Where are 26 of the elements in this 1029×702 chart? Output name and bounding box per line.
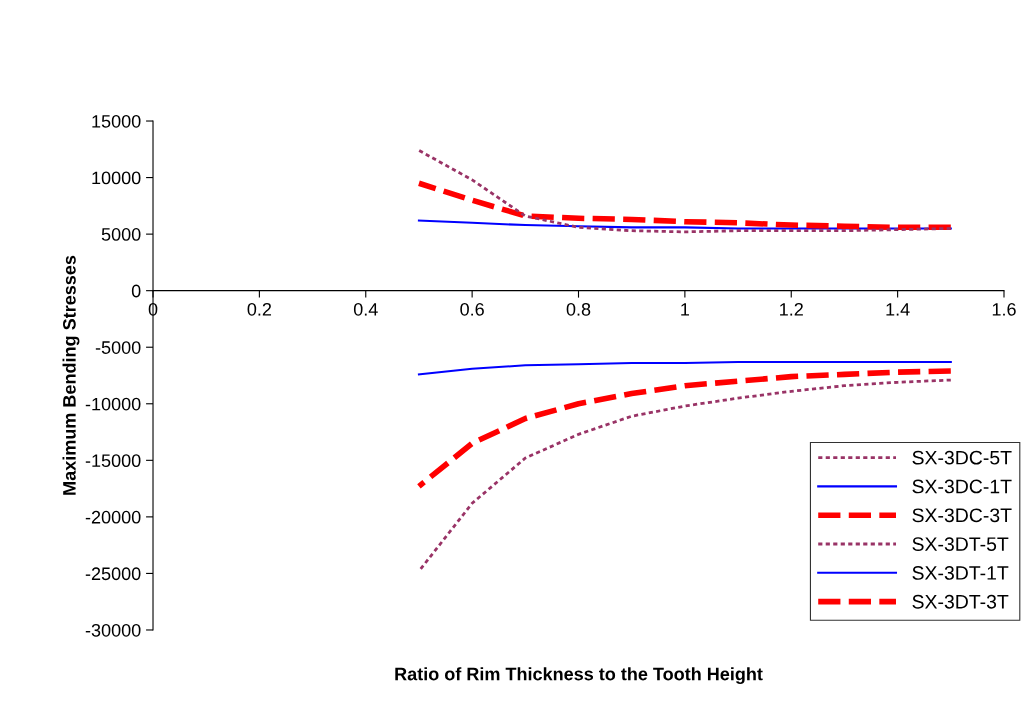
y-tick-label: 0 [131, 284, 141, 298]
y-tick-label: -25000 [85, 567, 141, 581]
x-tick-label: 0.4 [353, 302, 378, 316]
y-tick-label: 5000 [101, 228, 141, 241]
x-tick-label: 1.6 [992, 302, 1016, 316]
x-tick-label: 1 [681, 303, 690, 316]
legend-label: SX-3DC-3T [912, 508, 1012, 523]
x-tick-label: 1.2 [780, 302, 803, 316]
y-tick-label: -10000 [85, 397, 141, 411]
x-axis-title: Ratio of Rim Thickness to the Tooth Height [395, 667, 763, 685]
y-tick-label: 10000 [92, 171, 141, 185]
x-tick-label: 0.6 [460, 302, 484, 316]
y-tick-label: -20000 [85, 510, 141, 524]
x-tick-label: 1.4 [886, 303, 910, 316]
legend-label: SX-3DC-5T [912, 450, 1012, 465]
y-tick-label: 15000 [92, 114, 141, 128]
y-axis-title: Maximum Bending Stresses [62, 255, 80, 495]
x-tick-label: 0.8 [566, 302, 591, 316]
legend-label: SX-3DT-5T [912, 537, 1009, 551]
legend-label: SX-3DT-3T [912, 594, 1009, 609]
x-tick-label: 0.2 [247, 302, 272, 316]
legend-label: SX-3DT-1T [912, 566, 1009, 580]
y-tick-label: -30000 [85, 623, 141, 637]
y-tick-label: -5000 [95, 341, 141, 354]
legend-label: SX-3DC-1T [912, 479, 1012, 494]
y-tick-label: -15000 [85, 454, 141, 468]
